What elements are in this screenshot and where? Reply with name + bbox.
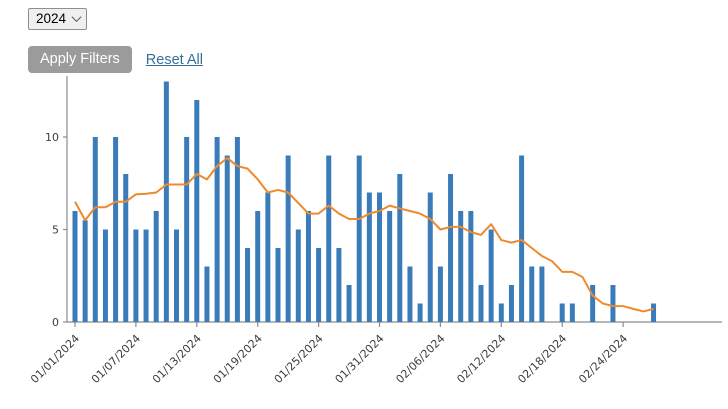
- bar: [113, 137, 119, 322]
- bar: [336, 248, 342, 322]
- bar: [387, 211, 393, 322]
- bar: [366, 192, 372, 322]
- x-tick-label: 01/01/2024: [28, 332, 82, 386]
- bar: [133, 229, 139, 322]
- bar: [488, 229, 494, 322]
- bar: [143, 229, 149, 322]
- bar: [326, 155, 332, 322]
- bar: [346, 285, 352, 322]
- bar: [417, 303, 423, 322]
- bar: [92, 137, 98, 322]
- bar: [559, 303, 565, 322]
- bar: [224, 155, 230, 322]
- bar: [123, 174, 129, 322]
- bar: [569, 303, 575, 322]
- bar: [377, 192, 382, 322]
- bar: [458, 211, 464, 322]
- bar: [82, 220, 88, 322]
- bar: [610, 285, 616, 322]
- bar: [194, 100, 200, 322]
- bar: [427, 192, 433, 322]
- year-select-value: 2024: [36, 11, 67, 26]
- bar: [285, 155, 291, 322]
- bar: [519, 155, 525, 322]
- bar: [305, 211, 311, 322]
- bar: [184, 137, 190, 322]
- bar: [397, 174, 403, 322]
- bar: [468, 211, 474, 322]
- bar: [265, 192, 271, 322]
- trend-line: [74, 157, 654, 313]
- x-tick-label: 02/06/2024: [393, 332, 447, 386]
- bar: [295, 229, 301, 322]
- bar: [204, 266, 210, 322]
- x-tick-label: 02/18/2024: [515, 332, 569, 386]
- x-tick-label: 01/31/2024: [333, 332, 387, 386]
- bar: [590, 285, 596, 322]
- x-tick-label: 01/25/2024: [272, 332, 326, 386]
- bar: [163, 81, 169, 322]
- bar: [102, 229, 108, 322]
- bar: [437, 266, 443, 322]
- apply-filters-button[interactable]: Apply Filters: [28, 46, 132, 73]
- filter-actions: Apply Filters Reset All: [28, 46, 203, 73]
- bar: [407, 266, 413, 322]
- x-tick-label: 02/12/2024: [454, 332, 508, 386]
- bar: [478, 285, 484, 322]
- bar: [448, 174, 454, 322]
- bar: [651, 303, 657, 322]
- bar: [153, 211, 159, 322]
- bar: [356, 155, 362, 322]
- x-tick-label: 01/13/2024: [150, 332, 204, 386]
- bar: [498, 303, 504, 322]
- bar: [174, 229, 179, 322]
- reset-all-link[interactable]: Reset All: [145, 51, 204, 68]
- bar: [72, 211, 78, 322]
- bar: [234, 137, 240, 322]
- y-tick-label: 10: [45, 131, 59, 144]
- bar: [245, 248, 251, 322]
- year-select[interactable]: 2024: [28, 8, 88, 30]
- x-tick-label: 01/19/2024: [211, 332, 265, 386]
- x-tick-label: 01/07/2024: [89, 332, 143, 386]
- x-tick-label: 02/24/2024: [576, 332, 630, 386]
- bar: [529, 266, 535, 322]
- bar: [508, 285, 514, 322]
- bar: [214, 137, 220, 322]
- y-tick-label: 0: [52, 316, 59, 329]
- bar: [255, 211, 261, 322]
- bar: [275, 248, 281, 322]
- y-tick-label: 5: [52, 224, 59, 237]
- bar: [316, 248, 322, 322]
- bar: [539, 266, 545, 322]
